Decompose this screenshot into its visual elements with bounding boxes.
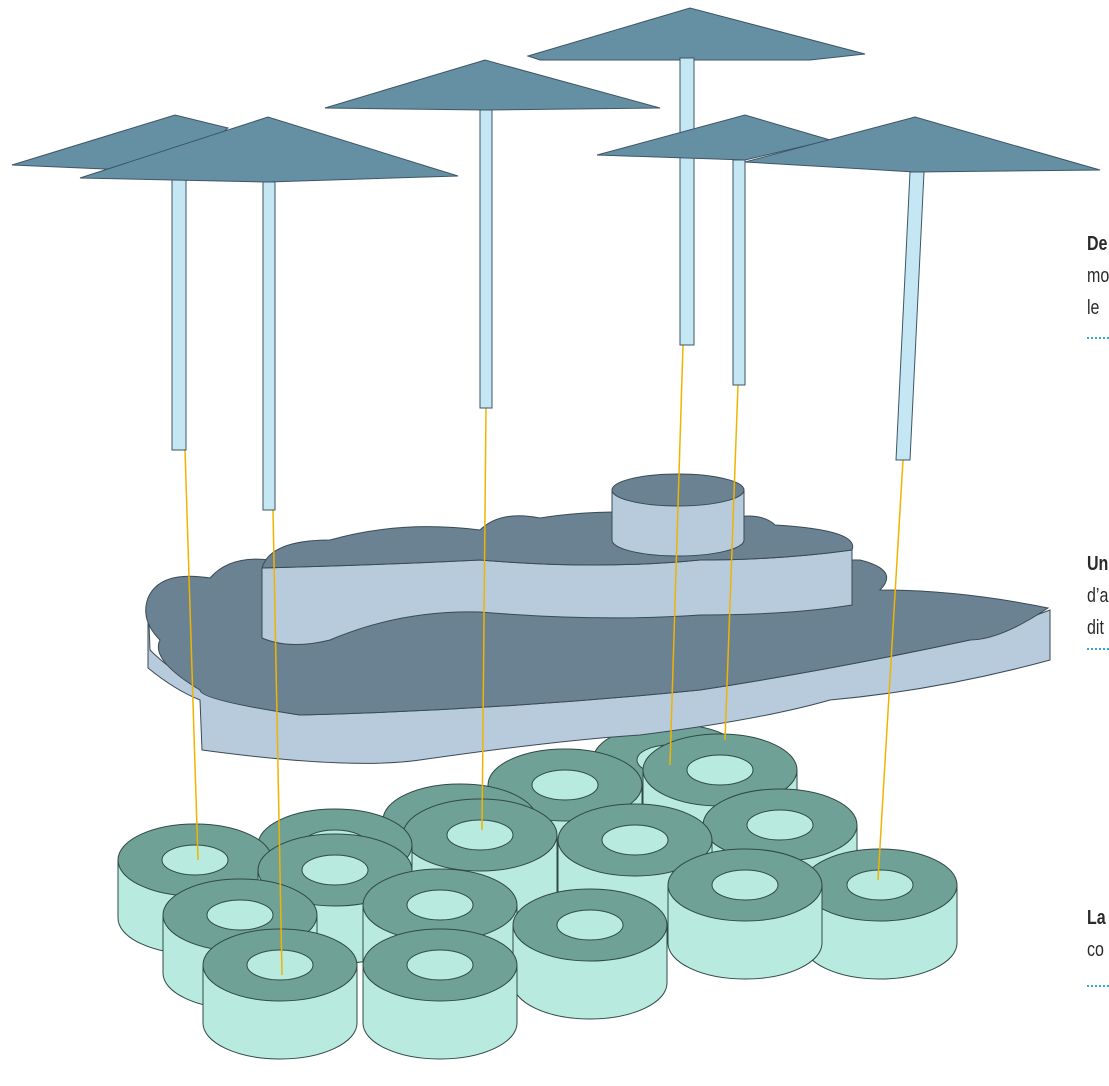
ring-hole	[601, 824, 669, 856]
ring-hole	[406, 949, 474, 981]
cable	[481, 407, 487, 831]
annotation: De mo le	[1087, 228, 1109, 324]
canopy	[79, 116, 459, 183]
separator	[1087, 985, 1109, 987]
annotation-line: Un	[1087, 553, 1109, 575]
ring-hole	[686, 754, 754, 786]
canopy	[744, 116, 1101, 173]
annotation-line: le	[1087, 297, 1100, 319]
annotation-line: La	[1087, 907, 1106, 929]
ring-hole	[556, 909, 624, 941]
ring-hole	[846, 869, 914, 901]
annotation: Un d’a dit	[1087, 548, 1108, 644]
pole	[171, 171, 187, 451]
annotation-line: d’a	[1087, 585, 1109, 607]
pole	[679, 57, 695, 346]
ring-hole	[746, 809, 814, 841]
ring-hole	[161, 844, 229, 876]
annotation-line: co	[1087, 939, 1104, 961]
ring-hole	[206, 899, 274, 931]
cable	[272, 509, 283, 976]
ring-hole	[301, 854, 369, 886]
annotation: La co	[1087, 902, 1106, 966]
platform	[145, 473, 1051, 764]
umbrellas	[11, 7, 1101, 511]
annotation-line: De	[1087, 233, 1108, 255]
annotation-line: dit	[1087, 617, 1104, 639]
base-rings	[117, 723, 958, 1060]
cable	[184, 449, 199, 861]
ring-hole	[531, 769, 599, 801]
ring-hole	[246, 949, 314, 981]
pole	[732, 159, 746, 386]
ring	[362, 928, 518, 1060]
ring-hole	[446, 819, 514, 851]
cable	[877, 459, 904, 881]
cable	[724, 384, 739, 741]
canopy	[324, 59, 661, 111]
canopy	[526, 7, 866, 61]
separator	[1087, 648, 1109, 650]
ring	[667, 848, 823, 980]
cables	[184, 344, 904, 976]
cable	[669, 344, 684, 766]
ring-hole	[406, 889, 474, 921]
separator	[1087, 337, 1109, 339]
annotation-line: mo	[1087, 265, 1109, 287]
ring	[512, 888, 668, 1020]
ring	[802, 848, 958, 980]
pole	[895, 171, 925, 461]
ring-hole	[711, 869, 779, 901]
pole	[479, 109, 493, 409]
ring	[202, 928, 358, 1060]
pole	[262, 181, 276, 511]
